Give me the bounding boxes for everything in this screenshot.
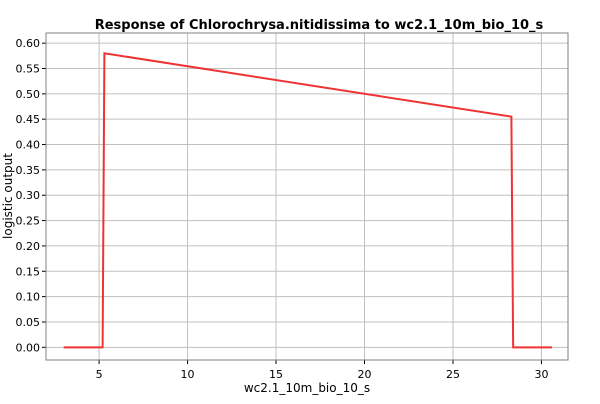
y-tick-label: 0.30 (16, 189, 41, 202)
series-lines (63, 52, 553, 349)
x-axis-ticks: 5 10 15 20 25 30 (96, 360, 548, 381)
grid-lines (46, 33, 568, 360)
x-tick-label: 30 (534, 368, 548, 381)
y-tick-label: 0.20 (16, 240, 41, 253)
y-tick-label: 0.05 (16, 316, 41, 329)
x-tick-label: 20 (358, 368, 372, 381)
y-tick-label: 0.25 (16, 215, 41, 228)
y-axis-label: logistic output (1, 153, 15, 239)
x-tick-label: 15 (269, 368, 283, 381)
plot-border (45, 32, 569, 361)
x-tick-label: 5 (96, 368, 103, 381)
x-tick-label: 25 (446, 368, 460, 381)
y-tick-label: 0.55 (16, 62, 41, 75)
plot-area (46, 33, 568, 360)
x-tick-label: 10 (181, 368, 195, 381)
y-tick-label: 0.50 (16, 88, 41, 101)
x-axis-label: wc2.1_10m_bio_10_s (244, 381, 370, 395)
y-tick-label: 0.35 (16, 164, 41, 177)
y-tick-label: 0.40 (16, 139, 41, 152)
y-tick-label: 0.10 (16, 291, 41, 304)
y-tick-label: 0.15 (16, 265, 41, 278)
response-series-line (63, 52, 553, 349)
y-tick-label: 0.00 (16, 341, 41, 354)
chart-title: Response of Chlorochrysa.nitidissima to … (95, 18, 544, 33)
y-tick-label: 0.45 (16, 113, 41, 126)
y-axis-ticks: 0.00 0.05 0.10 0.15 0.20 0.25 0.30 0.35 0.40 0.45… (16, 37, 46, 354)
y-tick-label: 0.60 (16, 37, 41, 50)
